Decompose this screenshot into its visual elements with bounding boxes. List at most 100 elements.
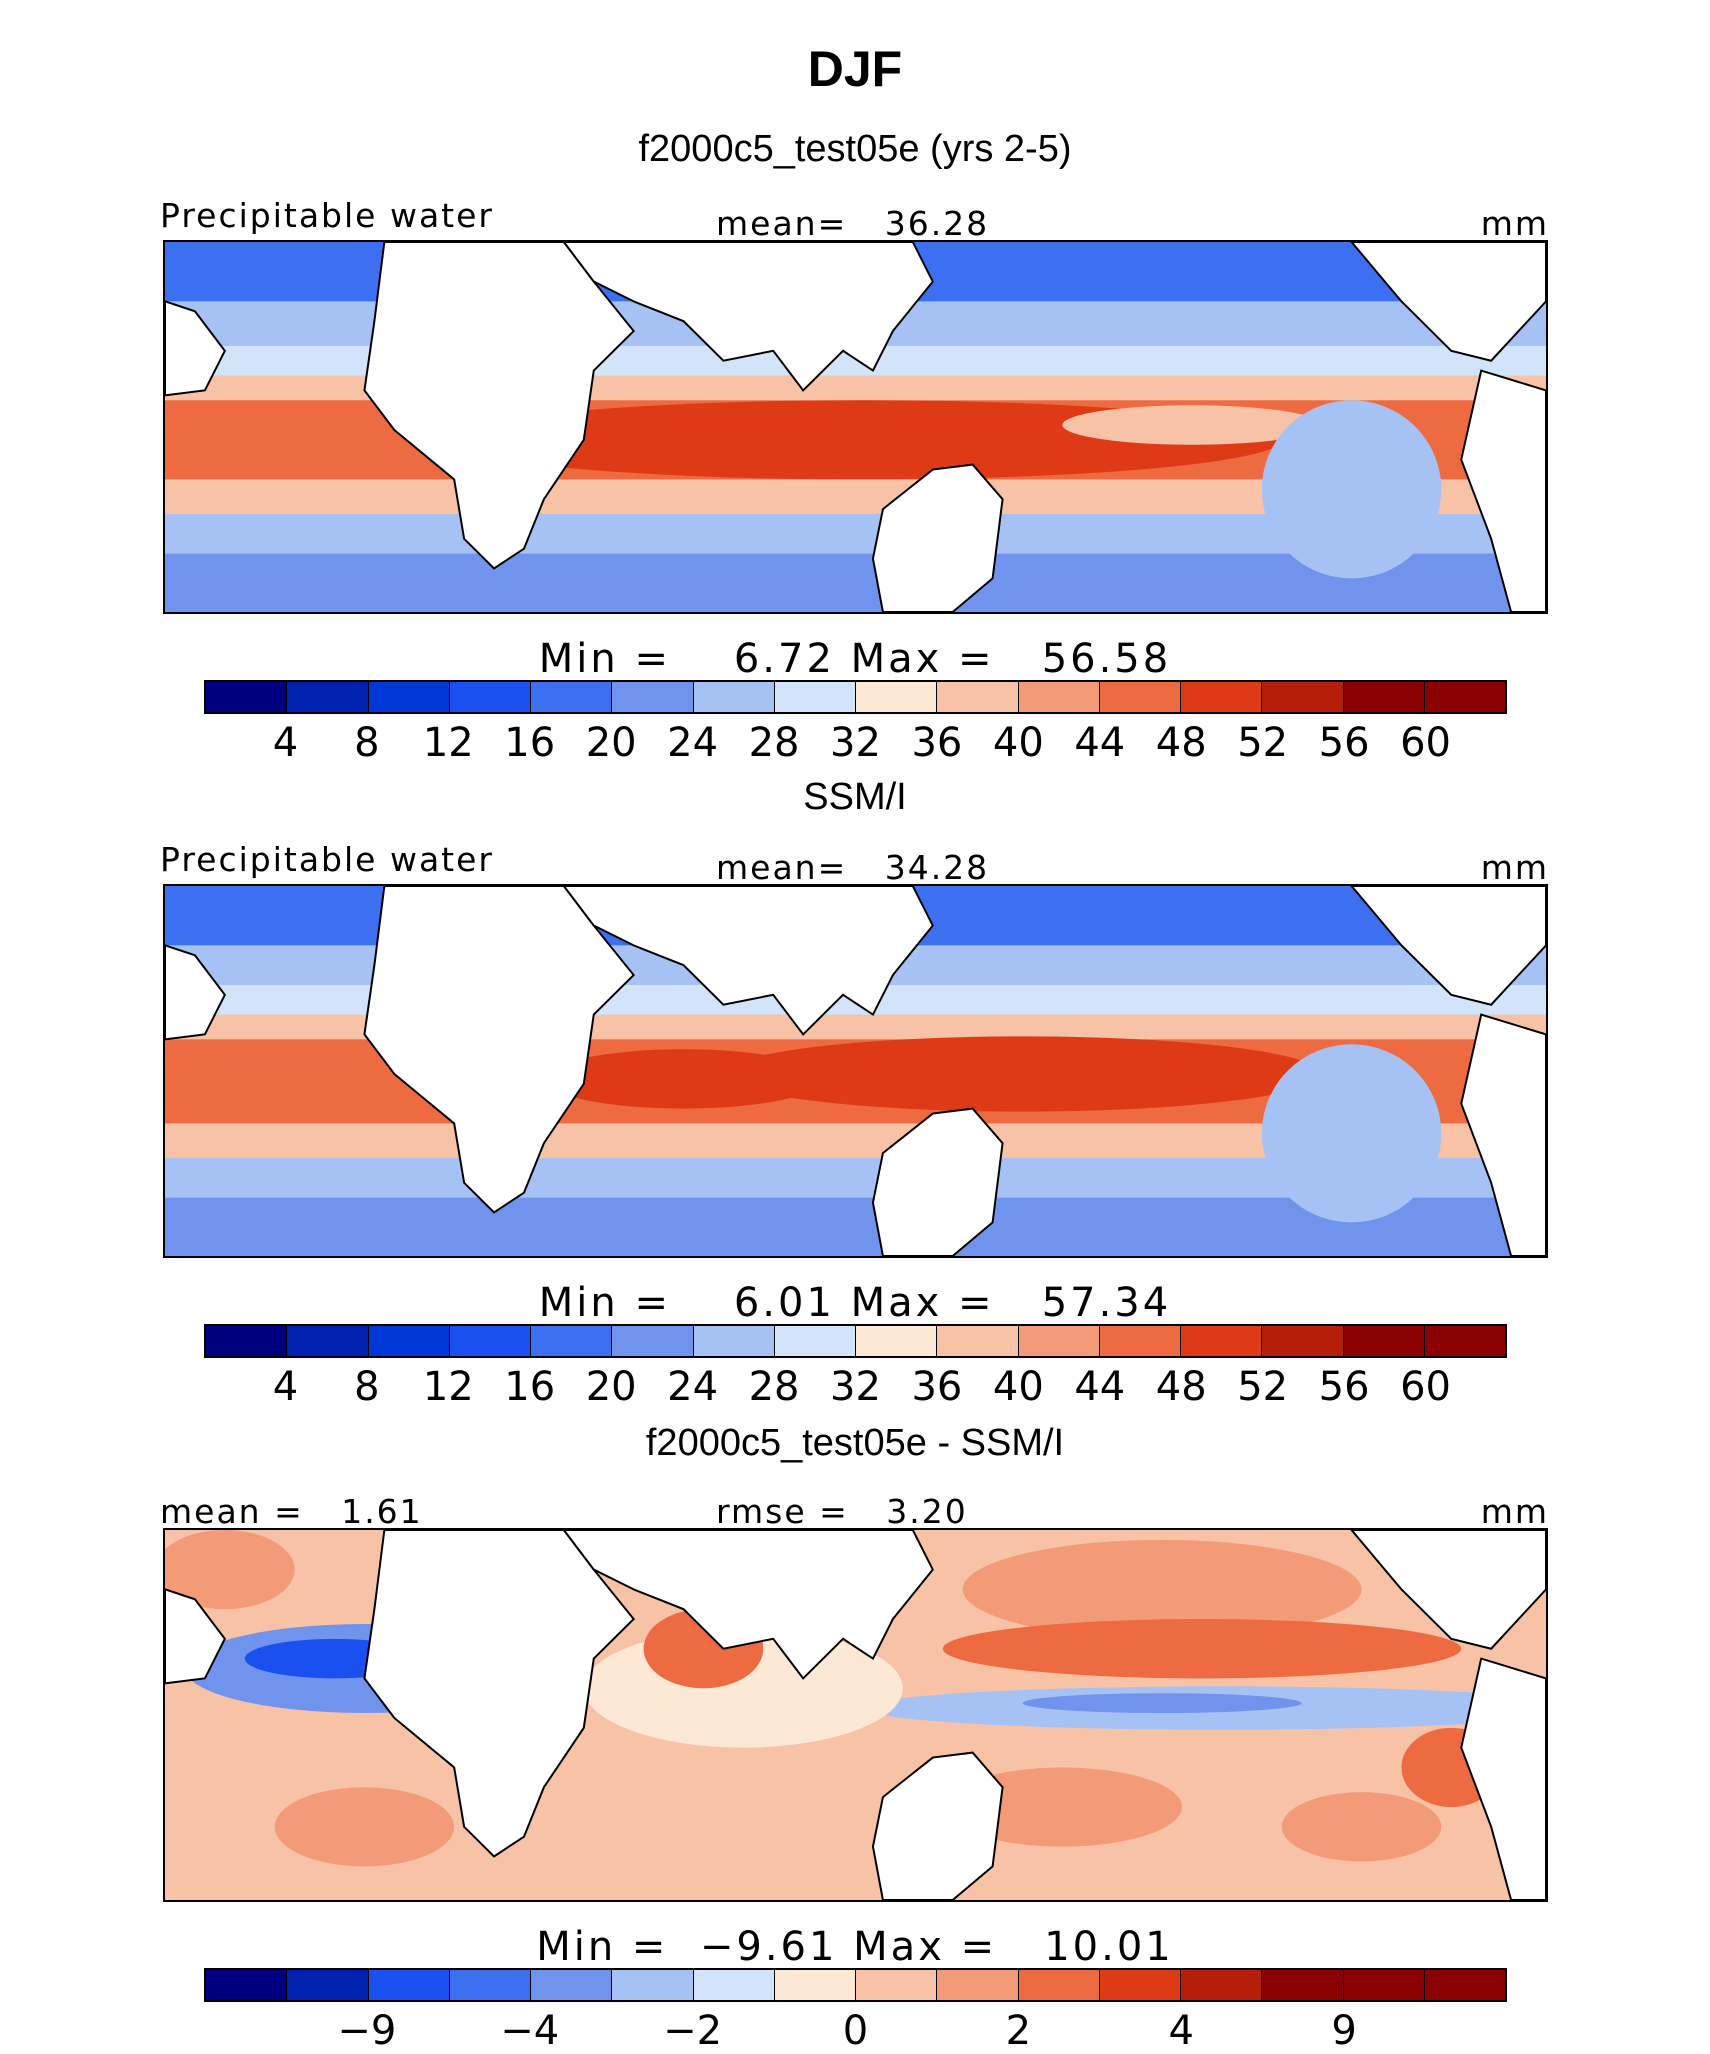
panel-3-map-plot: [165, 1530, 1546, 1900]
panel-2-mean-label: mean= 34.28: [716, 848, 990, 887]
panel-3-colorbar-swatch: [287, 1970, 369, 2000]
panel-3-colorbar-swatch: [206, 1970, 288, 2000]
panel-2-map-plot: [165, 886, 1546, 1256]
panel-1-colorbar: [204, 680, 1507, 714]
panel-2-colorbar-ticks: 4 8 12 16 20 24 28 32 36 40 44 48 52 56 …: [204, 1364, 1507, 1410]
colorbar-tick: 16: [504, 1364, 556, 1410]
panel-1-colorbar-swatch: [368, 682, 450, 712]
panel-1-colorbar-swatch: [531, 682, 613, 712]
panel-1-colorbar-swatch: [1262, 682, 1344, 712]
panel-3-mean-label: mean = 1.61: [160, 1492, 423, 1531]
colorbar-tick: 4: [272, 1364, 299, 1410]
panel-2-colorbar-swatch: [612, 1326, 694, 1356]
panel-2-colorbar-swatch: [1099, 1326, 1181, 1356]
colorbar-tick: 20: [585, 1364, 637, 1410]
colorbar-tick: 16: [504, 720, 556, 766]
panel-3-colorbar-swatch: [1018, 1970, 1100, 2000]
colorbar-tick: 24: [667, 1364, 719, 1410]
colorbar-tick: 52: [1237, 1364, 1289, 1410]
panel-3-colorbar-swatch: [612, 1970, 694, 2000]
colorbar-tick: −4: [500, 2008, 560, 2054]
colorbar-tick: 9: [1331, 2008, 1357, 2054]
panel-1-left-label: Precipitable water: [160, 196, 494, 235]
colorbar-tick: 32: [830, 1364, 881, 1410]
panel-3-colorbar-swatch: [693, 1970, 775, 2000]
colorbar-tick: 28: [748, 1364, 800, 1410]
panel-1-colorbar-swatch: [1343, 682, 1425, 712]
panel-1-colorbar-swatch: [449, 682, 531, 712]
panel-1-map: [163, 240, 1548, 614]
panel-3-colorbar-swatch: [856, 1970, 938, 2000]
panel-3-rmse-label: rmse = 3.20: [716, 1492, 968, 1531]
panel-1-colorbar-swatch: [1099, 682, 1181, 712]
colorbar-tick: 36: [911, 1364, 963, 1410]
panel-1-colorbar-swatch: [937, 682, 1019, 712]
colorbar-tick: 4: [272, 720, 299, 766]
colorbar-tick: 32: [830, 720, 881, 766]
panel-2-colorbar-swatch: [693, 1326, 775, 1356]
panel-2-colorbar-swatch: [449, 1326, 531, 1356]
colorbar-tick: 44: [1074, 720, 1126, 766]
panel-3-units: mm: [1480, 1492, 1549, 1531]
panel-3-title: f2000c5_test05e - SSM/I: [645, 1422, 1065, 1464]
panel-2-left-label: Precipitable water: [160, 840, 494, 879]
colorbar-tick: 0: [842, 2008, 869, 2054]
colorbar-tick: −2: [663, 2008, 723, 2054]
colorbar-tick: 36: [911, 720, 963, 766]
panel-1-minmax: Min = 6.72 Max = 56.58: [538, 636, 1172, 682]
colorbar-tick: 12: [422, 720, 474, 766]
panel-1-title: f2000c5_test05e (yrs 2-5): [638, 128, 1072, 170]
panel-1-colorbar-swatch: [1018, 682, 1100, 712]
panel-3-colorbar-swatch: [368, 1970, 450, 2000]
panel-3-colorbar-swatch: [1424, 1970, 1505, 2000]
colorbar-tick: 40: [992, 1364, 1044, 1410]
panel-2-colorbar-swatch: [937, 1326, 1019, 1356]
panel-2-colorbar-swatch: [1262, 1326, 1344, 1356]
panel-1-units: mm: [1480, 204, 1549, 243]
panel-3-colorbar: [204, 1968, 1507, 2002]
panel-3-colorbar-swatch: [1343, 1970, 1425, 2000]
colorbar-tick: 8: [354, 720, 380, 766]
panel-2-colorbar-swatch: [368, 1326, 450, 1356]
figure-title: DJF: [807, 41, 903, 97]
panel-2-title: SSM/I: [803, 776, 907, 818]
colorbar-tick: 60: [1400, 720, 1452, 766]
panel-2-minmax: Min = 6.01 Max = 57.34: [538, 1280, 1172, 1326]
panel-1-mean-label: mean= 36.28: [716, 204, 990, 243]
panel-2-units: mm: [1480, 848, 1549, 887]
panel-2-colorbar-swatch: [1424, 1326, 1505, 1356]
panel-3-colorbar-swatch: [937, 1970, 1019, 2000]
colorbar-tick: 44: [1074, 1364, 1126, 1410]
colorbar-tick: 48: [1155, 1364, 1207, 1410]
colorbar-tick: 56: [1318, 720, 1370, 766]
panel-2-colorbar-swatch: [1343, 1326, 1425, 1356]
panel-2-colorbar-swatch: [1018, 1326, 1100, 1356]
colorbar-tick: 8: [354, 1364, 380, 1410]
panel-2-colorbar-swatch: [774, 1326, 856, 1356]
panel-1-colorbar-swatch: [287, 682, 369, 712]
panel-1-colorbar-swatch: [206, 682, 288, 712]
colorbar-tick: −9: [337, 2008, 397, 2054]
colorbar-tick: 28: [748, 720, 800, 766]
colorbar-tick: 48: [1155, 720, 1207, 766]
colorbar-tick: 24: [667, 720, 719, 766]
panel-2-colorbar-swatch: [531, 1326, 613, 1356]
panel-2-colorbar-swatch: [206, 1326, 288, 1356]
colorbar-tick: 56: [1318, 1364, 1370, 1410]
colorbar-tick: 40: [992, 720, 1044, 766]
panel-2-colorbar-swatch: [1181, 1326, 1263, 1356]
panel-3-colorbar-swatch: [1099, 1970, 1181, 2000]
colorbar-tick: 60: [1400, 1364, 1452, 1410]
panel-3-colorbar-swatch: [531, 1970, 613, 2000]
panel-3-colorbar-swatch: [449, 1970, 531, 2000]
panel-3-map: [163, 1528, 1548, 1902]
panel-3-colorbar-ticks: −9 −4 −2 0 2 4 9: [204, 2008, 1507, 2054]
panel-2-colorbar: [204, 1324, 1507, 1358]
colorbar-tick: 12: [422, 1364, 474, 1410]
panel-1-colorbar-ticks: 4 8 12 16 20 24 28 32 36 40 44 48 52 56 …: [204, 720, 1507, 766]
panel-1-colorbar-swatch: [856, 682, 938, 712]
panel-3-colorbar-swatch: [1181, 1970, 1263, 2000]
colorbar-tick: 52: [1237, 720, 1289, 766]
panel-1-colorbar-swatch: [1424, 682, 1505, 712]
panel-1-colorbar-swatch: [612, 682, 694, 712]
